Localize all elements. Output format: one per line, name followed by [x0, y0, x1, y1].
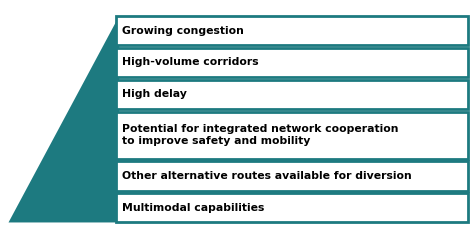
Text: Multimodal capabilities: Multimodal capabilities — [122, 203, 264, 213]
Text: High delay: High delay — [122, 89, 186, 99]
Bar — [116, 16, 468, 45]
Text: Growing congestion: Growing congestion — [122, 25, 244, 35]
Bar — [116, 48, 468, 77]
Polygon shape — [9, 16, 119, 222]
Text: Potential for integrated network cooperation
to improve safety and mobility: Potential for integrated network coopera… — [122, 124, 398, 146]
Bar — [116, 193, 468, 222]
Bar — [116, 80, 468, 109]
Bar — [116, 161, 468, 190]
Bar — [116, 112, 468, 158]
Text: High-volume corridors: High-volume corridors — [122, 57, 258, 67]
Text: Other alternative routes available for diversion: Other alternative routes available for d… — [122, 171, 412, 181]
